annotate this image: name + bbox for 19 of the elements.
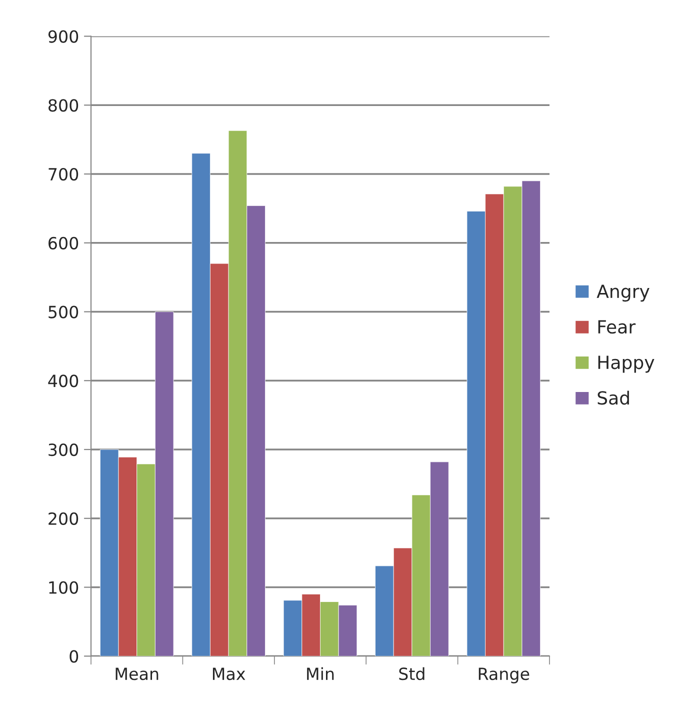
x-tick-label: Mean: [116, 668, 158, 680]
x-tick-label: Range: [478, 668, 530, 684]
legend-label: Sad: [598, 390, 629, 405]
legend-label: Happy: [598, 356, 654, 373]
y-tick-label: 200: [48, 512, 78, 525]
y-tick-label: 900: [48, 30, 78, 43]
y-tick-label: 500: [48, 306, 78, 318]
x-tick-label: Max: [212, 668, 246, 680]
y-tick-label: 0: [70, 650, 78, 663]
y-tick-label: 600: [48, 236, 78, 250]
y-tick-label: 800: [48, 99, 78, 112]
legend-label: Angry: [596, 284, 650, 302]
y-tick-label: 300: [48, 443, 78, 456]
y-tick-label: 100: [49, 581, 78, 594]
x-tick-label: Min: [307, 667, 334, 680]
x-tick-label: Std: [399, 667, 424, 680]
legend-label: Fear: [598, 320, 636, 334]
y-tick-label: 700: [48, 168, 78, 181]
y-tick-label: 400: [48, 374, 78, 388]
